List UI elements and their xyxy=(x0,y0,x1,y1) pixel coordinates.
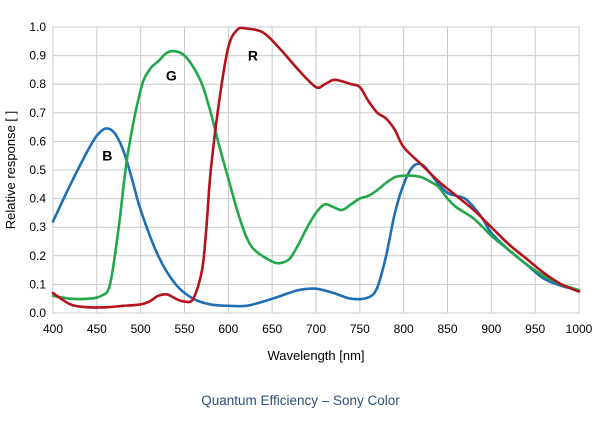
series-label-r: R xyxy=(248,48,258,64)
series-label-b: B xyxy=(102,148,112,164)
series-labels: B G R xyxy=(102,48,258,164)
y-tick-label: 0.0 xyxy=(29,306,46,320)
y-tick-label: 0.5 xyxy=(29,163,46,177)
chart-caption: Quantum Efficiency – Sony Color xyxy=(201,393,400,408)
y-tick-label: 0.8 xyxy=(29,77,46,91)
y-tick-label: 0.1 xyxy=(29,277,46,291)
x-tick-label: 450 xyxy=(87,322,107,336)
y-axis-title: Relative response [ ] xyxy=(3,111,18,230)
y-tick-label: 0.9 xyxy=(29,49,46,63)
x-tick-label: 750 xyxy=(350,322,370,336)
x-tick-label: 850 xyxy=(437,322,457,336)
x-tick-label: 1000 xyxy=(566,322,593,336)
x-axis-ticks: 400 450 500 550 600 650 700 750 800 850 900 950 1000 xyxy=(43,322,593,336)
x-tick-label: 700 xyxy=(306,322,326,336)
chart-series xyxy=(51,26,581,309)
y-tick-label: 0.7 xyxy=(29,106,46,120)
y-tick-label: 0.2 xyxy=(29,249,46,263)
y-axis-ticks: 0.0 0.1 0.2 0.3 0.4 0.5 0.6 0.7 0.8 0.9 1.0 xyxy=(29,20,46,320)
x-tick-label: 950 xyxy=(525,322,545,336)
x-tick-label: 900 xyxy=(481,322,501,336)
series-label-g: G xyxy=(166,68,177,84)
y-tick-label: 0.4 xyxy=(29,192,46,206)
quantum-efficiency-chart: 0.0 0.1 0.2 0.3 0.4 0.5 0.6 0.7 0.8 0.9 1.0 400 450… xyxy=(3,20,593,363)
x-axis-title: Wavelength [nm] xyxy=(267,348,364,363)
y-tick-label: 0.6 xyxy=(29,134,46,148)
x-tick-label: 800 xyxy=(394,322,414,336)
chart-grid xyxy=(52,26,580,314)
series-line-b xyxy=(51,127,581,308)
series-line-r xyxy=(51,26,581,309)
x-tick-label: 400 xyxy=(43,322,63,336)
series-line-g xyxy=(51,49,581,301)
x-tick-label: 500 xyxy=(131,322,151,336)
x-tick-label: 600 xyxy=(218,322,238,336)
x-tick-label: 650 xyxy=(262,322,282,336)
y-tick-label: 0.3 xyxy=(29,220,46,234)
y-tick-label: 1.0 xyxy=(29,20,46,34)
x-tick-label: 550 xyxy=(174,322,194,336)
